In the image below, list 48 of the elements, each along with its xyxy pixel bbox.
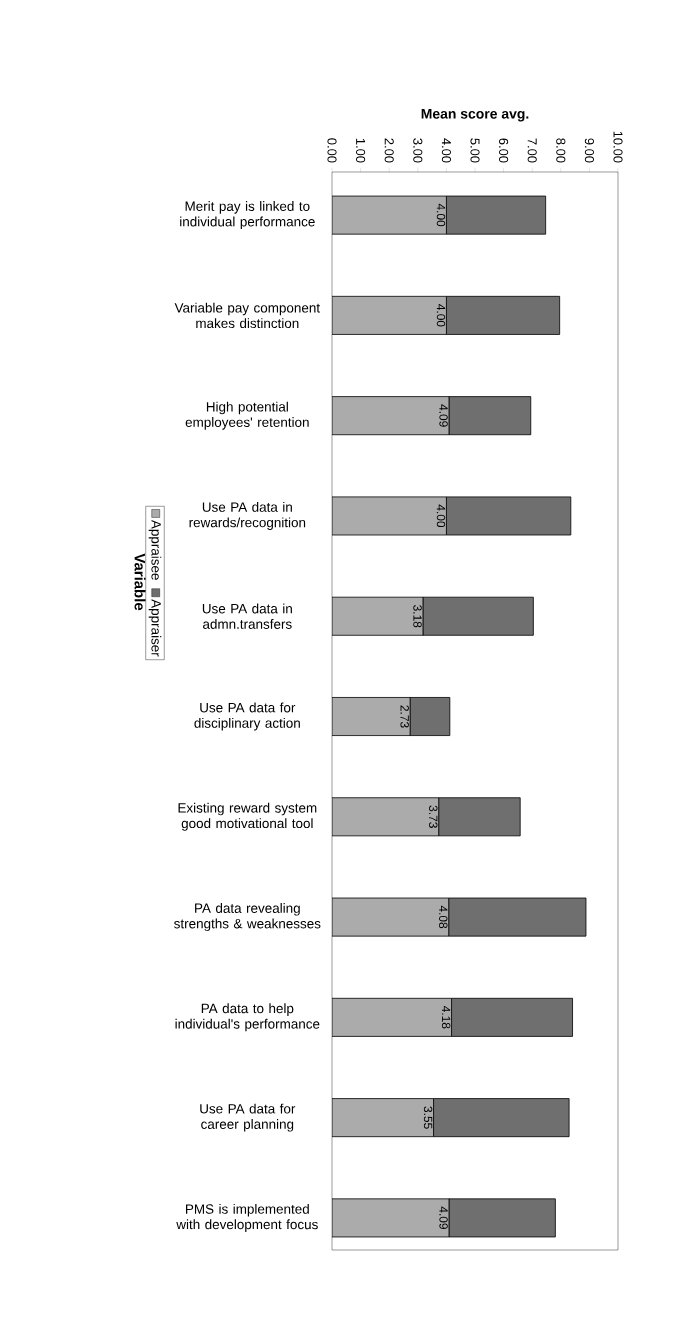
data-label: 3.73 — [429, 805, 438, 828]
bar — [332, 797, 440, 837]
legend-label: Appraiser — [148, 599, 162, 657]
y-tick-label: Use PA data for career planning — [200, 1103, 296, 1132]
x-tick-label: 3.00 — [413, 138, 423, 163]
y-tick-label: Merit pay is linked to individual performance — [180, 201, 315, 230]
data-label: 4.09 — [439, 404, 448, 427]
bar — [332, 897, 450, 937]
data-label: 3.55 — [423, 1106, 433, 1129]
bar — [332, 596, 424, 636]
bar — [332, 295, 447, 335]
data-label: 4.08 — [439, 905, 448, 929]
bar — [332, 697, 411, 736]
data-label: 3.18 — [413, 605, 422, 628]
data-label: 4.18 — [441, 1006, 451, 1029]
bar — [332, 1098, 434, 1138]
bar — [332, 496, 447, 536]
bar — [332, 396, 450, 436]
data-label: 4.00 — [436, 304, 446, 327]
data-label: 4.00 — [436, 504, 446, 528]
x-axis-title: Mean score avg. — [421, 108, 529, 122]
y-tick-label: High potential employees' retention — [185, 401, 309, 430]
x-tick-label: 7.00 — [527, 138, 537, 163]
x-tick-label: 8.00 — [556, 138, 566, 163]
y-axis-title: Variable — [134, 553, 146, 611]
y-tick-label: PA data revealing strengths & weaknesses — [174, 903, 321, 932]
y-tick-label: PMS is implemented with development focus — [176, 1203, 318, 1232]
data-label: 2.73 — [400, 705, 409, 728]
y-tick-label: Use PA data in admn.transfers — [202, 603, 292, 629]
x-tick-label: 4.00 — [441, 138, 451, 163]
y-tick-label: Use PA data for disciplinary action — [194, 702, 300, 731]
data-label: 4.00 — [436, 203, 446, 227]
y-tick-label: Use PA data in rewards/recognition — [189, 501, 306, 530]
data-label: 4.09 — [439, 1206, 448, 1229]
x-tick-label: 0.00 — [327, 138, 337, 163]
x-tick-label: 9.00 — [584, 138, 594, 163]
x-tick-label: 5.00 — [470, 138, 480, 163]
x-tick-label: 6.00 — [499, 138, 509, 163]
y-tick-label: Variable pay component makes distinction — [174, 302, 320, 329]
y-tick-label: PA data to help individual's performance — [175, 1003, 320, 1032]
bar — [332, 195, 447, 235]
x-tick-label: 10.00 — [613, 131, 623, 163]
bar — [332, 997, 452, 1037]
bar — [332, 1198, 450, 1238]
y-tick-label: Existing reward system good motivational tool — [178, 802, 317, 831]
legend-label: Appraisee — [148, 519, 162, 580]
x-tick-label: 1.00 — [356, 138, 366, 163]
x-tick-label: 2.00 — [384, 138, 394, 163]
